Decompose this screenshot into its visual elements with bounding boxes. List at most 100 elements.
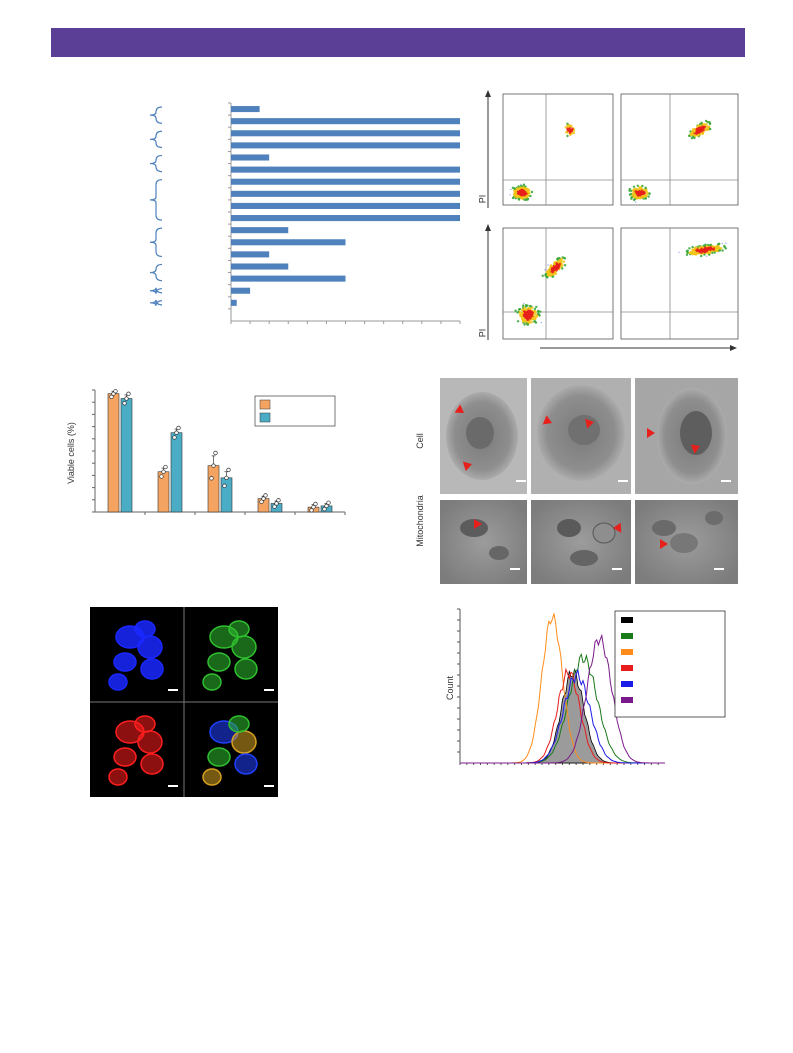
confocal-image-grid bbox=[90, 607, 278, 797]
flow-event-dot bbox=[633, 193, 637, 196]
panel-d-tem: Cell Mitochondria bbox=[415, 378, 744, 588]
flow-event-dot bbox=[648, 192, 651, 195]
row-label-mitochondria: Mitochondria bbox=[414, 495, 425, 547]
flow-event-dot bbox=[534, 311, 537, 314]
tem-mito-2 bbox=[531, 500, 631, 584]
panel-a-bar bbox=[231, 166, 460, 173]
flow-event-dot bbox=[717, 244, 720, 248]
flow-event-dot bbox=[698, 127, 701, 130]
flow-event-dot bbox=[513, 192, 516, 195]
panel-c-bar bbox=[170, 432, 183, 513]
flow-event-dot bbox=[569, 133, 572, 136]
confocal-cell bbox=[202, 768, 222, 786]
flow-event-dot bbox=[711, 251, 714, 255]
flow-event-dot bbox=[523, 187, 526, 190]
flow-event-dot bbox=[708, 122, 712, 126]
panel-c-data-point bbox=[126, 391, 131, 396]
header-title bbox=[51, 35, 59, 49]
flow-event-dot bbox=[554, 271, 557, 275]
quadrant-gates bbox=[503, 94, 738, 339]
tem-arrowhead bbox=[542, 415, 552, 425]
flow-event-dot bbox=[518, 187, 521, 190]
flow-event-dot bbox=[525, 308, 528, 312]
flow-event-dot bbox=[644, 189, 648, 192]
flow-event-dot bbox=[699, 130, 702, 133]
flow-event-dot bbox=[647, 195, 650, 198]
flow-event-dot bbox=[564, 126, 567, 129]
confocal-cell bbox=[137, 635, 163, 659]
flow-event-dot bbox=[632, 189, 635, 193]
panel-a-bar-chart bbox=[149, 102, 461, 324]
row-label-cell: Cell bbox=[414, 433, 425, 449]
flow-event-dot bbox=[643, 195, 647, 198]
flow-event-dot bbox=[558, 264, 561, 267]
panel-c-legend-swatch bbox=[259, 399, 271, 410]
tem-mito-1 bbox=[440, 500, 527, 584]
panel-b-ylabel-top: PI bbox=[477, 194, 488, 204]
flow-event-dot bbox=[549, 264, 553, 267]
flow-event-dot bbox=[636, 188, 639, 191]
flow-event-dot bbox=[707, 246, 710, 250]
confocal-cell bbox=[108, 673, 128, 691]
flow-event-dot bbox=[686, 251, 689, 254]
flow-event-dot bbox=[712, 248, 715, 251]
flow-event-dot bbox=[689, 130, 692, 133]
flow-event-dot bbox=[516, 320, 520, 323]
flow-event-dot bbox=[570, 132, 574, 135]
flow-event-dot bbox=[725, 242, 727, 244]
panel-c-data-point bbox=[174, 430, 179, 435]
panel-c-data-point bbox=[226, 467, 231, 473]
flow-event-dot bbox=[698, 247, 701, 250]
flow-event-dot bbox=[533, 307, 537, 311]
confocal-cell bbox=[228, 715, 250, 733]
flow-event-dot bbox=[570, 129, 573, 132]
confocal-cell bbox=[202, 673, 222, 691]
flow-event-dot bbox=[688, 251, 691, 255]
flow-event-dot bbox=[517, 192, 520, 196]
flow-event-dot bbox=[634, 201, 637, 203]
tem-arrowhead bbox=[474, 519, 482, 529]
panel-c-bar bbox=[157, 471, 170, 513]
flow-event-dot bbox=[520, 316, 524, 319]
x-arrowhead bbox=[730, 345, 737, 351]
flow-event-dot bbox=[524, 198, 528, 202]
panel-c-data-point bbox=[261, 496, 266, 501]
flow-event-dot bbox=[701, 246, 705, 249]
flow-event-dot bbox=[696, 129, 699, 132]
panel-a-bar bbox=[231, 263, 289, 270]
flow-event-dot bbox=[526, 194, 529, 198]
flow-event-dot bbox=[514, 309, 517, 312]
tem-scale-bars bbox=[510, 480, 731, 570]
flow-event-dot bbox=[516, 188, 519, 191]
flow-event-dot bbox=[705, 255, 708, 257]
flow-event-dot bbox=[548, 274, 552, 277]
flow-event-dot bbox=[636, 194, 640, 197]
category-group-brace bbox=[149, 106, 163, 124]
flow-event-dot bbox=[521, 320, 525, 323]
flow-event-dot bbox=[639, 197, 642, 200]
flow-event-dot bbox=[710, 248, 714, 251]
panel-c-data-point bbox=[122, 401, 127, 406]
flow-event-dot bbox=[708, 250, 711, 253]
tem-arrowhead bbox=[690, 444, 700, 454]
flow-event-dot bbox=[549, 272, 553, 275]
flow-event-dot bbox=[686, 249, 689, 252]
panel-b-ylabel-bottom: PI bbox=[477, 328, 488, 338]
panel-c: Viable cells (%) bbox=[60, 380, 350, 520]
tem-arrowhead bbox=[585, 418, 594, 429]
flow-event-dot bbox=[693, 247, 697, 250]
bottom-y-arrowhead bbox=[485, 224, 491, 231]
flow-event-dot bbox=[632, 195, 635, 199]
header-bar bbox=[51, 28, 745, 57]
flow-event-dot bbox=[536, 309, 540, 313]
flow-event-dot bbox=[527, 321, 530, 324]
flow-event-dot bbox=[517, 185, 520, 188]
flow-event-dot bbox=[723, 245, 726, 249]
flow-event-dot bbox=[535, 305, 538, 309]
flow-event-dot bbox=[700, 251, 703, 254]
flow-event-dot bbox=[568, 123, 571, 127]
flow-event-dot bbox=[697, 124, 700, 127]
panel-a-bar bbox=[231, 178, 460, 185]
panel-f-legend-swatch bbox=[621, 633, 633, 639]
confocal-cell bbox=[140, 658, 164, 680]
